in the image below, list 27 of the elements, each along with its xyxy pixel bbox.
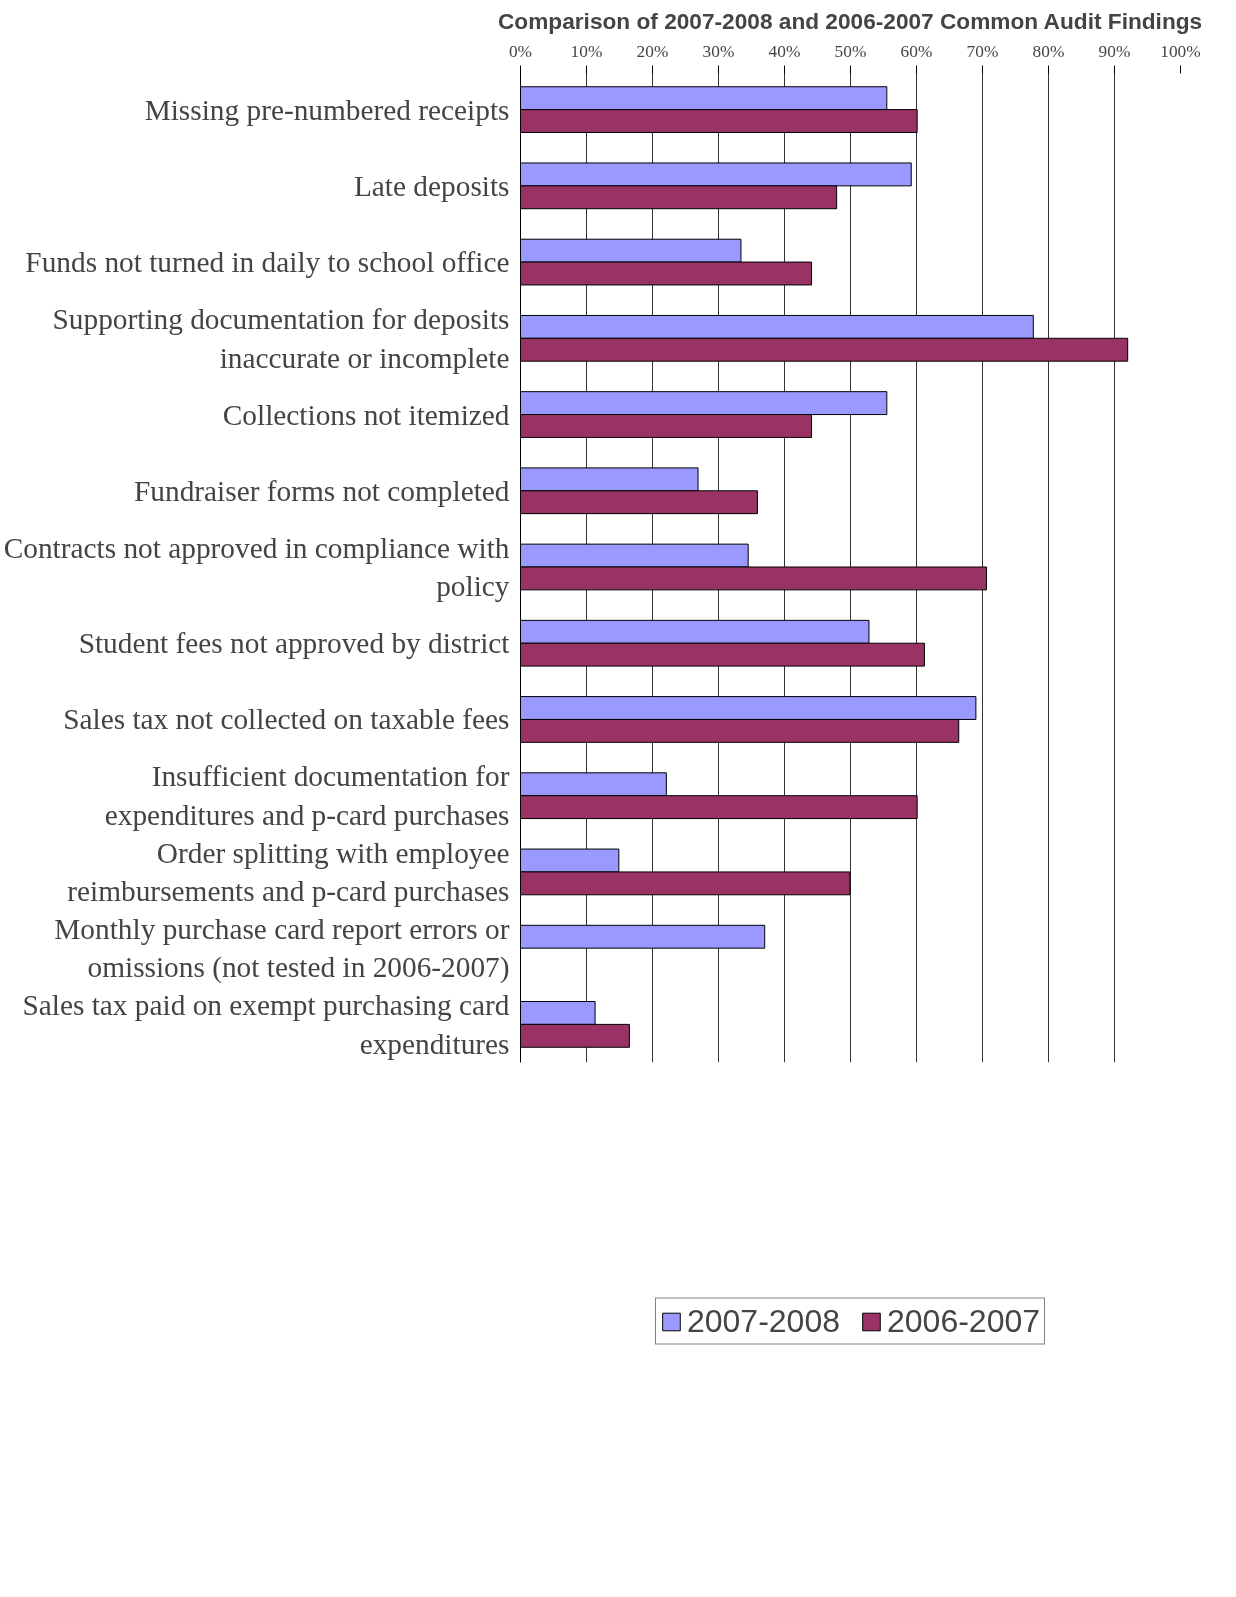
y-tick-label: Sales tax not collected on taxable fees [63,703,510,736]
x-tick-label: 0% [508,41,533,61]
x-tick-label: 10% [570,41,603,61]
y-tick-label: Order splitting with employee reimbursements and p-card purchases [67,836,510,908]
y-tick-label: Supporting documentation for deposits inaccurate or incomplete [52,303,510,374]
x-tick-label: 70% [966,41,999,61]
legend-label: 2006-2007 [887,1302,1041,1340]
y-tick-label: Student fees not approved by district [78,627,510,660]
x-tick-label: 40% [768,41,801,61]
y-tick-label: Missing pre-numbered receipts [144,93,510,126]
x-tick-label: 50% [834,41,867,61]
chart-title: Comparison of 2007-2008 and 2006-2007 Common Audit Findings [497,7,1203,34]
x-tick-label: 20% [636,41,669,61]
y-tick-label: Monthly purchase card report errors or omissions (not tested in 2006-2007) [54,912,510,985]
y-tick-label: Late deposits [353,169,510,202]
x-tick-label: 90% [1098,41,1131,61]
x-tick-label: 100% [1160,41,1201,61]
x-tick-label: 80% [1032,41,1065,61]
legend-label: 2007-2008 [686,1302,840,1340]
x-tick-label: 60% [900,41,933,61]
y-tick-label: Contracts not approved in compliance with policy [3,531,510,603]
y-tick-label: Funds not turned in daily to school office [25,246,510,279]
y-tick-label: Collections not itemized [222,398,510,431]
y-tick-label: Insufficient documentation for expenditures and p-card purchases [104,760,510,831]
y-tick-label: Fundraiser forms not completed [134,474,510,507]
x-tick-label: 30% [702,41,735,61]
y-tick-label: Sales tax paid on exempt purchasing card expenditures [22,989,510,1060]
